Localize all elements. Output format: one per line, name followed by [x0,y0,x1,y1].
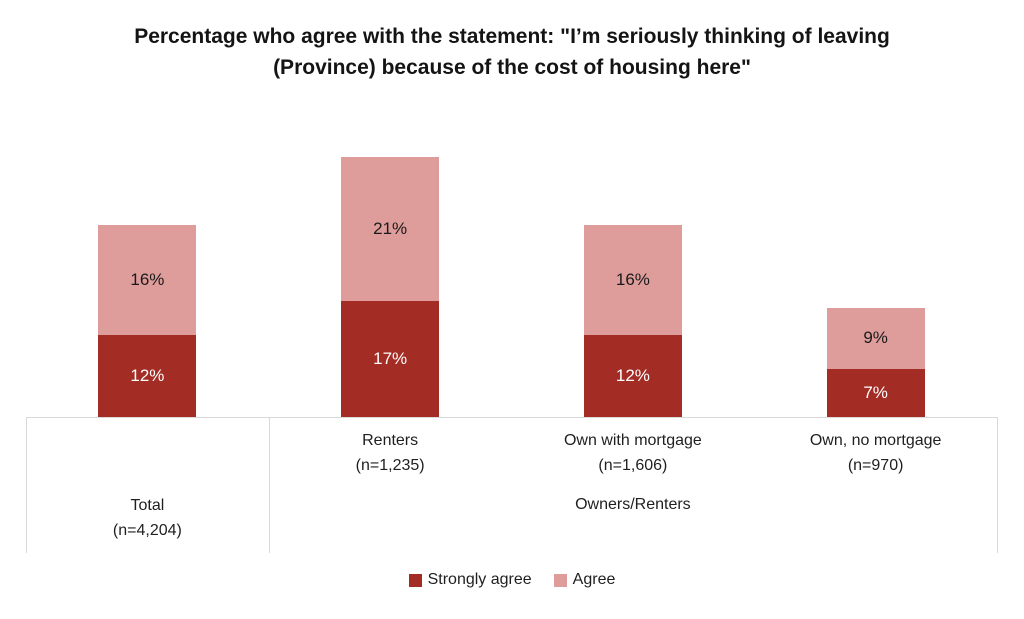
category-n-label: (n=970) [847,457,904,474]
x-axis-line [26,417,997,418]
bar-value-label: 16% [130,270,165,290]
legend-swatch-icon [553,573,567,587]
legend-item-agree: Agree [553,571,616,589]
axis-tick-line [26,417,27,553]
bar-segment-agree: 21% [341,157,440,301]
bar-value-label: 12% [130,365,165,385]
bar-segment-strongly-agree: 12% [98,334,197,417]
bar-segment-agree: 16% [98,225,197,335]
bar-segment-agree: 9% [826,307,925,370]
bar-segment-strongly-agree: 12% [583,334,682,417]
category-label: Own, no mortgage (n=970) [754,428,997,478]
category-label: Own with mortgage (n=1,606) [512,428,755,478]
bar-segment-agree: 16% [583,225,682,335]
legend-item-strongly-agree: Strongly agree [408,571,532,589]
legend-swatch-icon [408,573,422,587]
bar-value-label: 9% [863,328,888,348]
bar-value-label: 17% [373,348,408,368]
axis-tick-line [997,417,998,553]
legend-label: Strongly agree [427,571,532,588]
category-label: Total (n=4,204) [26,493,269,543]
chart-title: Percentage who agree with the statement:… [134,25,890,79]
bar-segment-strongly-agree: 17% [341,300,440,417]
bar-value-label: 7% [863,383,888,403]
axis-tick-line [268,417,270,553]
bar-value-label: 16% [615,270,650,290]
bar-segment-strongly-agree: 7% [826,369,925,417]
bar-value-label: 12% [615,365,650,385]
legend-label: Agree [572,571,616,588]
legend: Strongly agree Agree [0,567,1024,593]
category-n-label: (n=1,606) [598,457,668,474]
group-label: Owners/Renters [575,496,691,513]
category-n-label: (n=1,235) [355,457,425,474]
category-label: Renters (n=1,235) [269,428,512,478]
category-n-label: (n=4,204) [112,522,182,539]
bar-value-label: 21% [373,218,408,238]
